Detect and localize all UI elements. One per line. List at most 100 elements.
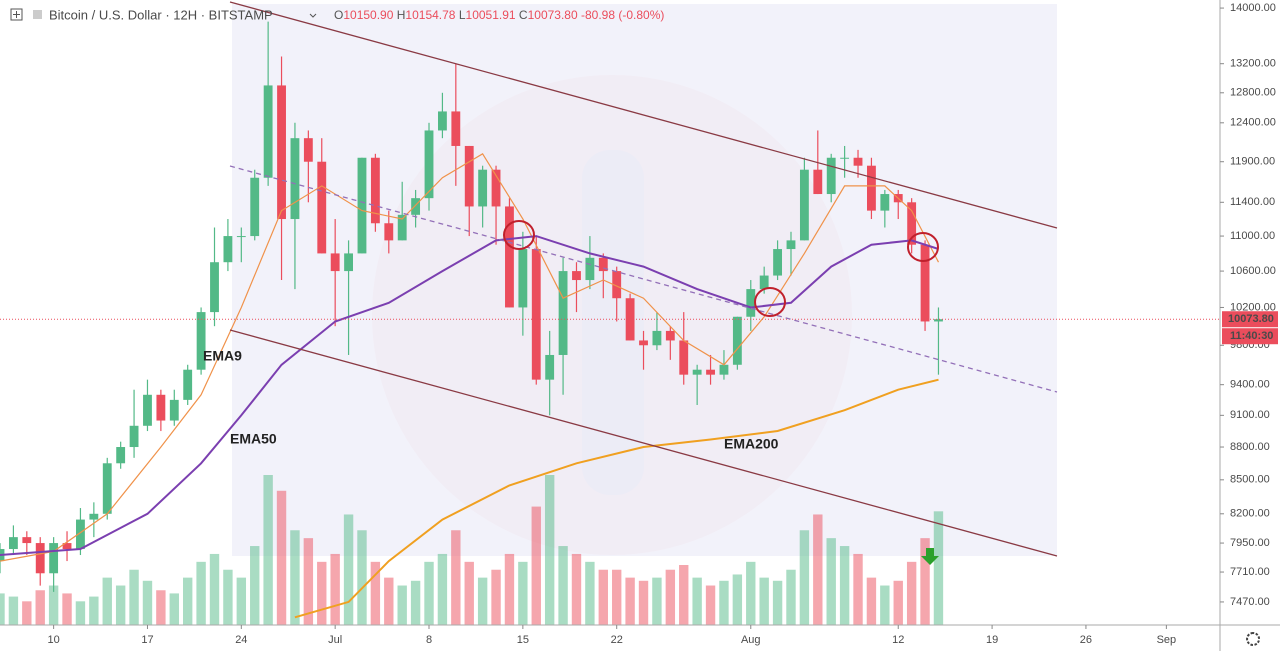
annotation: EMA9 xyxy=(203,348,242,364)
candle-body xyxy=(558,271,568,355)
volume-bar xyxy=(464,561,474,625)
y-tick-label: 13200.00 xyxy=(1230,58,1276,70)
volume-bar xyxy=(317,561,327,625)
candle-body xyxy=(143,394,152,426)
volume-bar xyxy=(75,601,86,625)
y-tick-label: 8800.00 xyxy=(1230,441,1270,453)
expand-icon xyxy=(13,11,20,18)
volume-bar xyxy=(558,546,568,625)
candle-body xyxy=(370,157,380,224)
candle-body xyxy=(665,330,675,341)
volume-bar xyxy=(156,590,166,625)
volume-bar xyxy=(276,490,287,625)
volume-bar xyxy=(384,577,394,625)
volume-bar xyxy=(732,574,743,625)
candle-body xyxy=(679,340,689,375)
candle-body xyxy=(411,198,421,215)
candle-body xyxy=(62,543,72,550)
candle-body xyxy=(934,319,943,322)
y-tick-label: 9400.00 xyxy=(1230,379,1270,391)
x-tick-label: Jul xyxy=(328,634,342,646)
volume-bar xyxy=(786,569,796,625)
candle-body xyxy=(531,249,541,380)
candle-body xyxy=(799,169,809,241)
volume-bar xyxy=(115,585,126,625)
candle-body xyxy=(397,214,407,241)
price-tag xyxy=(1222,311,1278,328)
volume-bar xyxy=(866,577,877,625)
candle-body xyxy=(250,177,260,237)
candle-body xyxy=(49,543,59,574)
candle-body xyxy=(437,111,447,131)
volume-bar xyxy=(236,577,247,625)
volume-bar xyxy=(48,585,59,625)
volume-bar xyxy=(813,514,823,625)
candle-body xyxy=(840,157,850,159)
y-tick-label: 9100.00 xyxy=(1230,409,1270,421)
candle-body xyxy=(277,85,286,220)
ohlc-value: 10051.91 xyxy=(466,8,516,22)
header: Bitcoin / U.S. Dollar · 12H · BITSTAMP O… xyxy=(10,7,664,22)
volume-bar xyxy=(665,569,676,625)
candle-body xyxy=(786,240,796,250)
volume-bar xyxy=(263,475,273,625)
ohlc-value: 10154.78 xyxy=(405,8,455,22)
candle-body xyxy=(196,312,206,370)
ohlc-value: 10073.80 xyxy=(528,8,578,22)
volume-bar xyxy=(759,577,769,625)
candle-body xyxy=(732,316,742,365)
symbol-icon xyxy=(33,10,42,19)
candle-body xyxy=(156,394,166,421)
volume-bar xyxy=(638,580,649,625)
candle-body xyxy=(853,157,863,166)
candle-body xyxy=(35,543,45,574)
candle-body xyxy=(290,138,300,220)
candle-body xyxy=(746,289,756,317)
y-tick-label: 7950.00 xyxy=(1230,537,1270,549)
volume-bar xyxy=(357,530,367,625)
candle-body xyxy=(572,271,581,281)
y-tick-label: 12400.00 xyxy=(1230,117,1276,129)
ohlc-label: L xyxy=(459,8,466,22)
volume-bar xyxy=(0,593,5,625)
x-tick-label: 19 xyxy=(986,634,998,646)
volume-bar xyxy=(370,561,381,625)
candle-body xyxy=(612,271,622,299)
candle-body xyxy=(330,253,340,272)
volume-bar xyxy=(531,506,541,625)
x-tick-label: 17 xyxy=(141,634,153,646)
volume-bar xyxy=(437,553,448,625)
channel-fill xyxy=(232,4,1057,556)
dropdown[interactable] xyxy=(309,13,317,18)
volume-bar xyxy=(250,546,260,625)
volume-bar xyxy=(799,530,810,625)
volume-bar xyxy=(410,580,421,625)
volume-bar xyxy=(142,580,153,625)
price-tag-label: 10073.80 xyxy=(1228,313,1274,325)
volume-bar xyxy=(397,585,407,625)
volume-bar xyxy=(330,553,340,625)
volume-bar xyxy=(692,577,702,625)
ohlc-label: C xyxy=(519,8,528,22)
candle-body xyxy=(8,537,18,550)
y-tick-label: 7470.00 xyxy=(1230,596,1270,608)
volume-bar xyxy=(920,538,930,625)
volume-bar xyxy=(209,553,220,625)
x-tick-label: 24 xyxy=(235,634,247,646)
highlight-circles xyxy=(503,220,939,317)
y-tick-label: 8200.00 xyxy=(1230,508,1270,520)
x-tick-label: 15 xyxy=(517,634,529,646)
candle-body xyxy=(89,513,99,520)
volume-bar xyxy=(772,580,783,625)
down-arrow xyxy=(921,548,939,565)
volume-bar xyxy=(491,569,501,625)
y-tick-label: 7710.00 xyxy=(1230,566,1270,578)
settings-icon[interactable] xyxy=(1246,632,1261,646)
symbol[interactable]: Bitcoin / U.S. Dollar · 12H · BITSTAMP xyxy=(49,7,273,22)
volume-bar xyxy=(839,546,850,625)
volume-bar xyxy=(8,596,19,625)
volume-bar xyxy=(477,577,488,625)
volume-bar xyxy=(343,514,354,625)
volume-bar xyxy=(169,593,179,625)
expand-icon[interactable] xyxy=(10,8,23,21)
